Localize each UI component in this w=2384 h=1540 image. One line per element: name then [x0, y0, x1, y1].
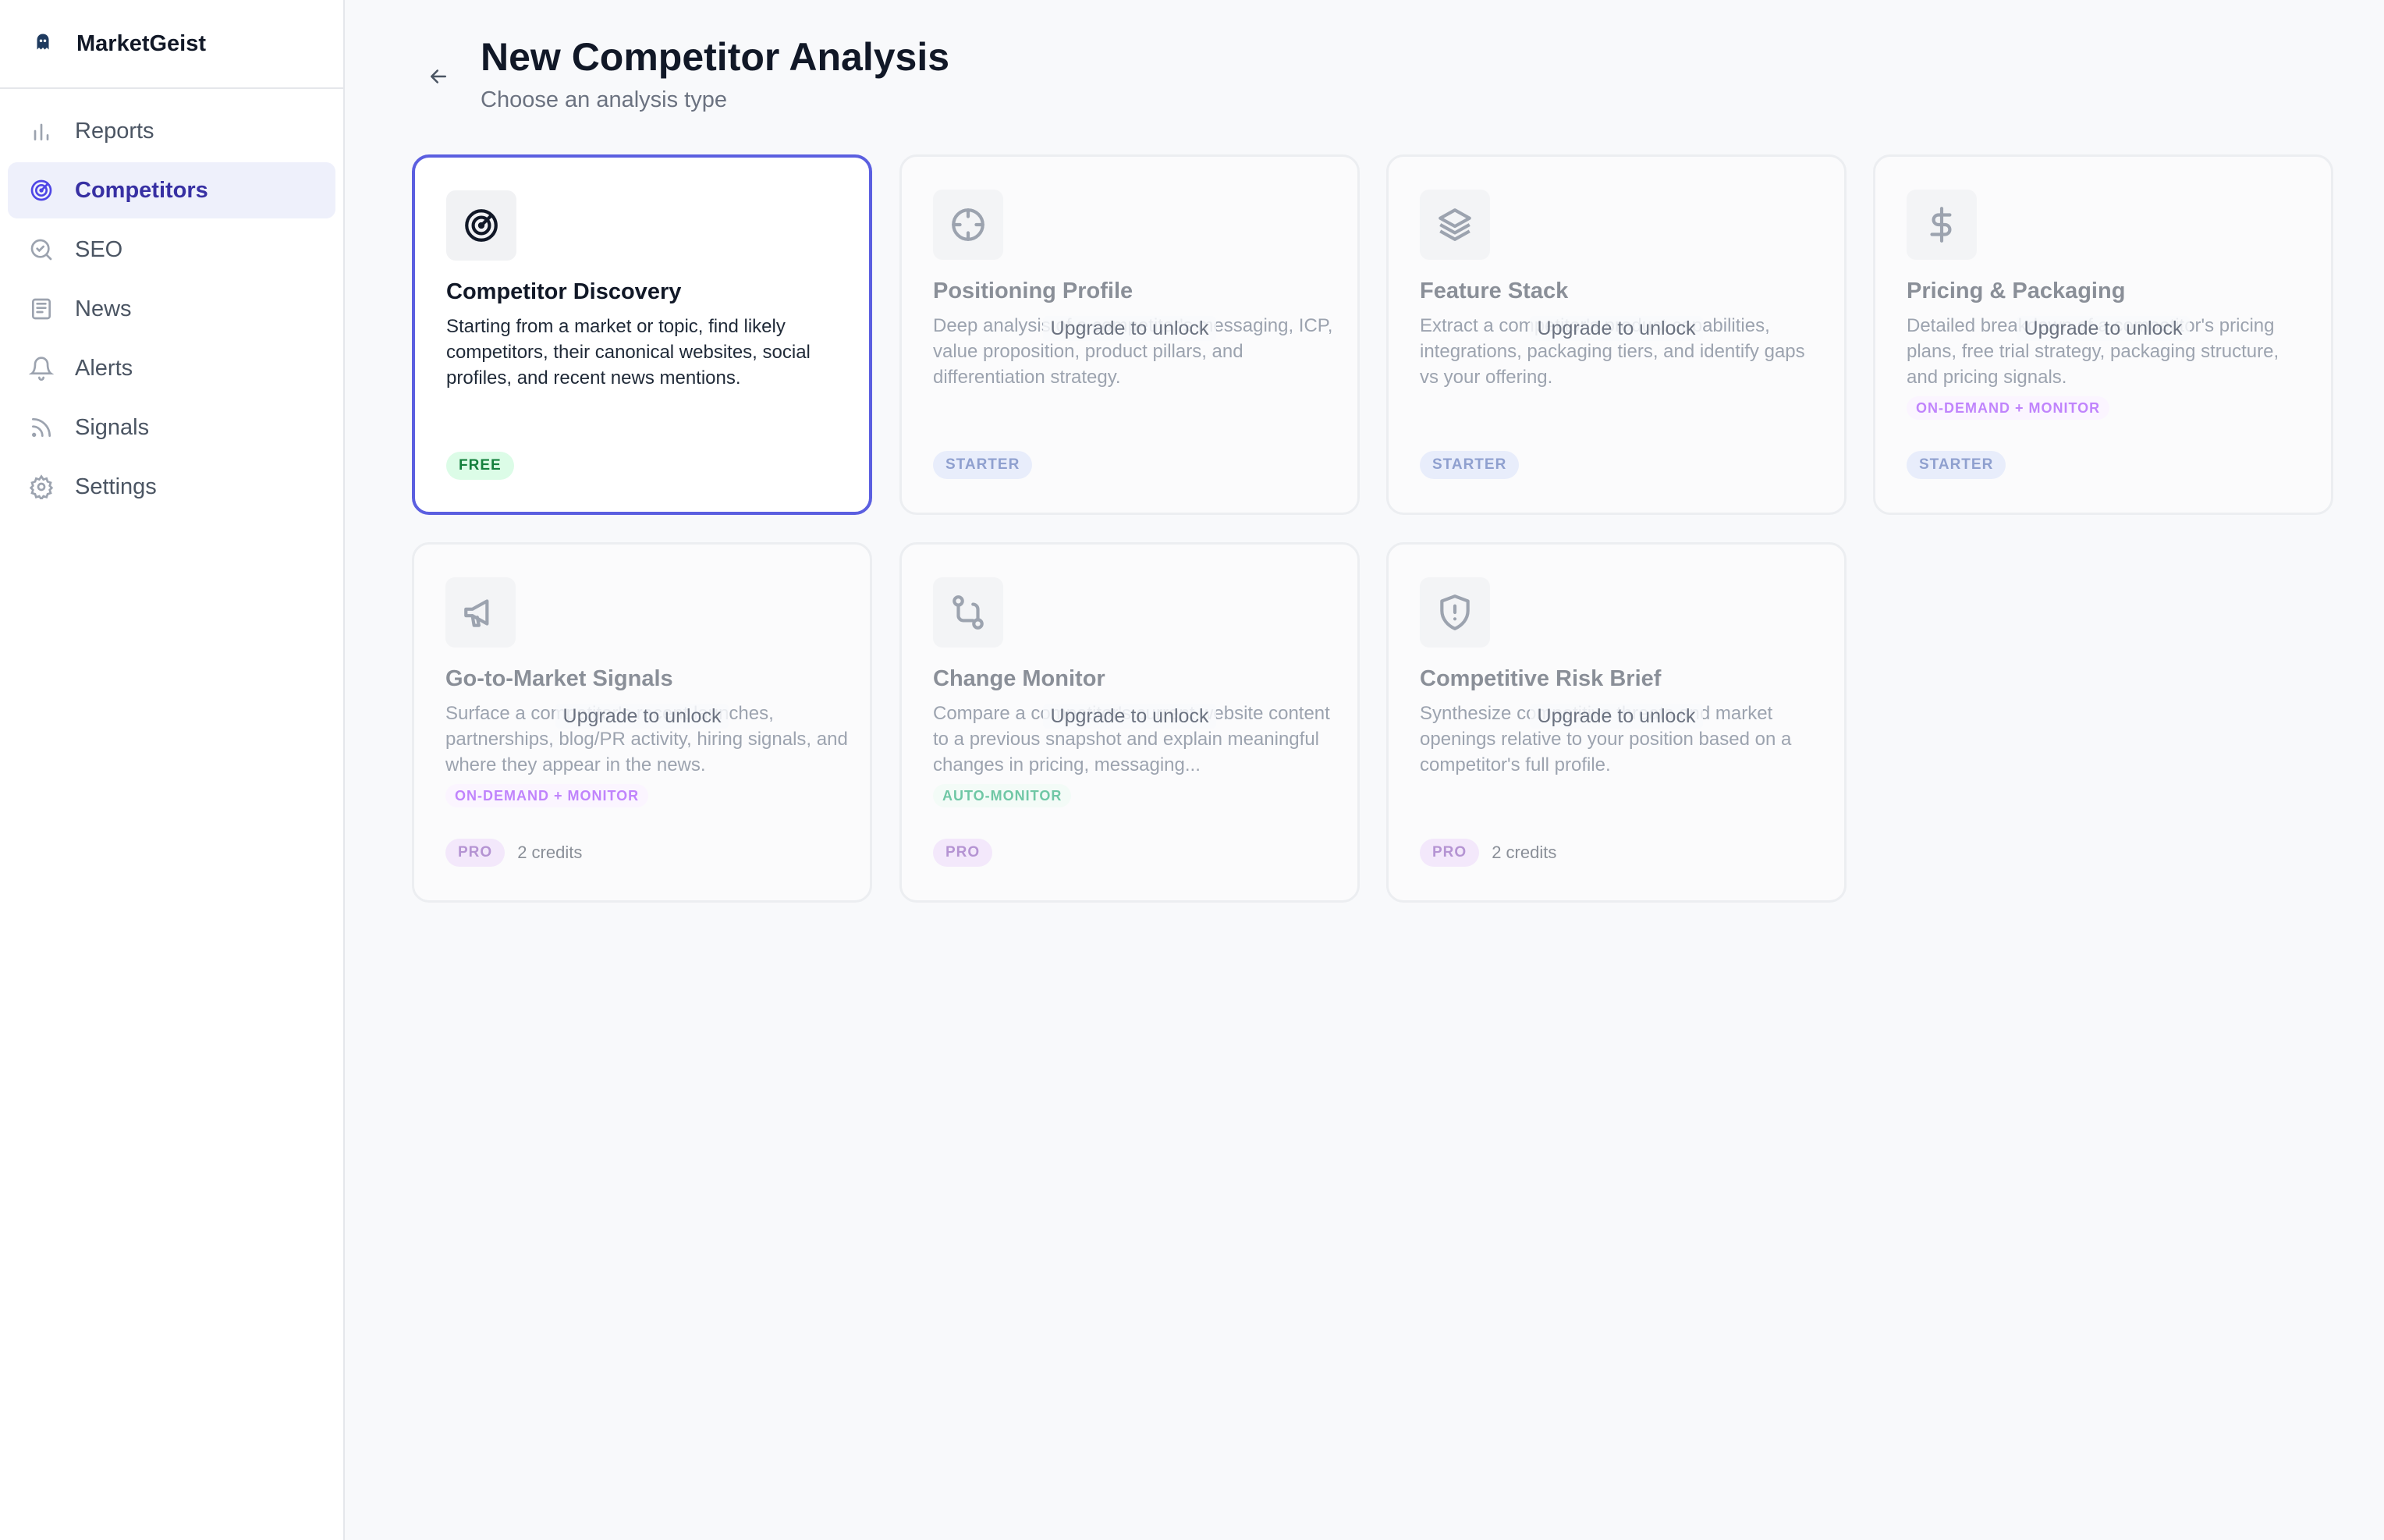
- mode-badge: AUTO-MONITOR: [933, 784, 1072, 807]
- crosshair-icon: [933, 190, 1003, 260]
- credits-label: 2 credits: [1492, 843, 1557, 862]
- card-description: Compare a competitor's current website c…: [933, 703, 1330, 775]
- page-title: New Competitor Analysis: [481, 35, 950, 79]
- newspaper-icon: [28, 296, 55, 322]
- card-description: Surface a competitor's recent launches, …: [445, 703, 848, 775]
- bar-chart-icon: [28, 118, 55, 144]
- card-tier-row: STARTER: [1907, 451, 2006, 479]
- card-tier-row: PRO 2 credits: [1420, 839, 1556, 867]
- page-subtitle: Choose an analysis type: [481, 87, 727, 112]
- main-content: New Competitor Analysis Choose an analys…: [345, 0, 2384, 1540]
- card-title: Change Monitor: [933, 666, 1105, 691]
- mode-badge: ON-DEMAND + MONITOR: [1907, 396, 2110, 420]
- search-icon: [28, 236, 55, 263]
- sidebar-item-reports[interactable]: Reports: [8, 103, 335, 159]
- analysis-card-feature-stack[interactable]: Feature Stack Extract a competitor's pro…: [1386, 154, 1847, 515]
- analysis-card-change-monitor[interactable]: Change Monitor Compare a competitor's cu…: [899, 542, 1360, 903]
- card-description: Detailed breakdown of a competitor's pri…: [1907, 315, 2279, 388]
- card-title: Go-to-Market Signals: [445, 666, 673, 691]
- bell-icon: [28, 355, 55, 381]
- arrow-left-icon: [431, 69, 446, 83]
- tier-badge: FREE: [446, 452, 514, 480]
- sidebar-nav: Reports Competitors SEO News: [0, 89, 343, 515]
- card-title: Positioning Profile: [933, 279, 1133, 303]
- brand[interactable]: MarketGeist: [0, 0, 343, 89]
- card-tier-row: STARTER: [933, 451, 1033, 479]
- sidebar-item-signals[interactable]: Signals: [8, 399, 335, 456]
- git-compare-icon: [933, 577, 1003, 648]
- card-description: Deep analysis of a competitor's messagin…: [933, 315, 1333, 388]
- sidebar-item-label: News: [75, 296, 132, 321]
- analysis-card-competitor-discovery[interactable]: Competitor Discovery Starting from a mar…: [412, 154, 872, 515]
- ghost-logo-icon: [30, 30, 56, 57]
- analysis-card-positioning-profile[interactable]: Positioning Profile Deep analysis of a c…: [899, 154, 1360, 515]
- megaphone-icon: [445, 577, 516, 648]
- card-description: Starting from a market or topic, find li…: [446, 316, 811, 389]
- sidebar-item-seo[interactable]: SEO: [8, 222, 335, 278]
- card-description: Extract a competitor's product capabilit…: [1420, 315, 1805, 388]
- tier-badge: PRO: [445, 839, 506, 867]
- sidebar-item-alerts[interactable]: Alerts: [8, 340, 335, 396]
- card-title: Competitor Discovery: [446, 279, 682, 304]
- sidebar-item-label: Alerts: [75, 355, 133, 381]
- sidebar: MarketGeist Reports Competitors SEO: [0, 0, 345, 1540]
- card-tier-row: STARTER: [1420, 451, 1520, 479]
- sidebar-item-label: Reports: [75, 118, 154, 144]
- back-button[interactable]: [423, 61, 454, 92]
- tier-badge: STARTER: [1907, 451, 2006, 479]
- sidebar-item-label: Settings: [75, 474, 157, 499]
- mode-badge: ON-DEMAND + MONITOR: [445, 784, 649, 807]
- sidebar-item-label: SEO: [75, 236, 123, 262]
- card-description: Synthesize competitive threats and marke…: [1420, 703, 1792, 775]
- card-title: Competitive Risk Brief: [1420, 666, 1662, 691]
- radar-icon: [446, 190, 516, 261]
- card-tier-row: FREE: [446, 452, 514, 480]
- rss-icon: [28, 414, 55, 441]
- analysis-card-gtm-signals[interactable]: Go-to-Market Signals Surface a competito…: [412, 542, 872, 903]
- analysis-card-risk-brief[interactable]: Competitive Risk Brief Synthesize compet…: [1386, 542, 1847, 903]
- layers-icon: [1420, 190, 1490, 260]
- gear-icon: [28, 474, 55, 500]
- tier-badge: PRO: [1420, 839, 1480, 867]
- dollar-icon: [1907, 190, 1977, 260]
- sidebar-item-news[interactable]: News: [8, 281, 335, 337]
- sidebar-item-label: Competitors: [75, 177, 208, 203]
- shield-alert-icon: [1420, 577, 1490, 648]
- sidebar-item-label: Signals: [75, 414, 150, 440]
- sidebar-item-competitors[interactable]: Competitors: [8, 162, 335, 218]
- card-tier-row: PRO: [933, 839, 993, 867]
- credits-label: 2 credits: [517, 843, 583, 862]
- card-title: Pricing & Packaging: [1907, 279, 2126, 303]
- tier-badge: STARTER: [933, 451, 1033, 479]
- analysis-card-pricing-packaging[interactable]: Pricing & Packaging Detailed breakdown o…: [1873, 154, 2333, 515]
- brand-name: MarketGeist: [76, 30, 207, 56]
- tier-badge: STARTER: [1420, 451, 1520, 479]
- tier-badge: PRO: [933, 839, 993, 867]
- card-tier-row: PRO 2 credits: [445, 839, 582, 867]
- radar-icon: [28, 177, 55, 204]
- sidebar-item-settings[interactable]: Settings: [8, 459, 335, 515]
- card-title: Feature Stack: [1420, 279, 1569, 303]
